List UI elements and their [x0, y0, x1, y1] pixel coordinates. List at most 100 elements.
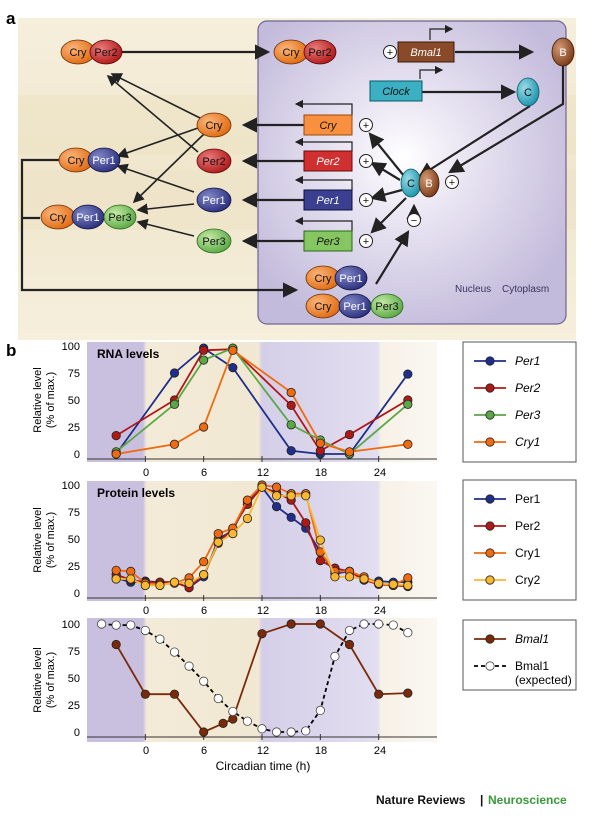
legend-protein: Per1 Per2 Cry1 Cry2: [462, 479, 577, 601]
gene-boxes: Bmal1 Clock Cry Per2 Per1 Per3: [303, 41, 455, 252]
data-point-bmal1-expected: [169, 647, 180, 657]
protein-cry-cyto: Cry: [196, 112, 232, 138]
arrow-complex-inhibit: [375, 230, 410, 285]
data-point-cry1: [286, 387, 296, 398]
svg-text:B: B: [425, 178, 432, 190]
arrows: [20, 44, 565, 298]
data-point-per1: [169, 368, 180, 378]
footer: Nature Reviews | Neuroscience: [376, 793, 567, 807]
svg-text:(% of max.): (% of max.): [45, 512, 57, 568]
svg-text:Cry: Cry: [319, 120, 338, 132]
arrow-per1-to-cryper1: [116, 163, 195, 193]
svg-text:Cry: Cry: [67, 155, 85, 167]
gene-clock: Clock: [369, 80, 423, 102]
legend-marker: [485, 575, 495, 585]
data-point-bmal1-expected: [374, 619, 384, 629]
legend-marker: [485, 410, 495, 420]
gene-per2: Per2: [303, 150, 353, 172]
data-point-cry2: [330, 572, 340, 582]
data-point-cry2: [344, 572, 355, 582]
proteins: Cry Per2 Cry Per2 B C C B: [40, 37, 575, 319]
data-point-cry1: [111, 565, 121, 575]
data-point-cry2: [199, 570, 209, 580]
svg-text:(% of max.): (% of max.): [45, 372, 57, 428]
svg-text:18: 18: [315, 467, 327, 479]
data-point-cry1: [403, 439, 413, 449]
svg-text:Cry: Cry: [205, 120, 223, 132]
svg-text:50: 50: [68, 534, 80, 546]
complex-cry-per1-per3: Cry Per1 Per3: [40, 204, 137, 230]
svg-text:0: 0: [143, 467, 149, 479]
data-point-bmal1-expected: [359, 619, 369, 629]
data-point-bmal1-expected: [330, 651, 340, 662]
data-point-bmal1: [403, 688, 413, 698]
series-line-bmal1: [115, 623, 408, 734]
panel-a-label: a: [6, 9, 16, 28]
arrow-c-to-cb: [418, 105, 531, 178]
data-point-per1: [228, 362, 238, 373]
data-point-cry2: [403, 580, 413, 591]
arrow-cryper1-to-nucleus: [20, 158, 299, 298]
svg-text:50: 50: [68, 673, 80, 685]
svg-text:Relative level: Relative level: [32, 367, 44, 432]
data-point-cry2: [242, 513, 253, 524]
data-point-cry2: [126, 574, 136, 584]
data-point-cry2: [301, 491, 311, 501]
svg-text:Per1: Per1: [339, 273, 362, 285]
section-name: Neuroscience: [488, 793, 567, 807]
minus-sign: −: [411, 215, 417, 227]
journal-name: Nature Reviews: [376, 793, 466, 807]
svg-text:25: 25: [68, 561, 80, 573]
data-point-per2: [344, 429, 355, 440]
data-point-per3: [199, 355, 209, 365]
svg-text:75: 75: [68, 646, 80, 658]
svg-text:Per3: Per3: [202, 236, 225, 248]
data-point-cry2: [140, 580, 150, 591]
data-point-per2: [301, 518, 311, 528]
data-point-bmal1-expected: [140, 625, 150, 636]
nucleus-label: Nucleus: [455, 284, 491, 295]
svg-text:Cry: Cry: [49, 212, 67, 224]
protein-c: C: [516, 77, 540, 107]
svg-text:Cry: Cry: [282, 47, 300, 59]
data-point-cry1: [199, 557, 209, 567]
arrow-cry-to-cryper1: [116, 127, 199, 159]
chart-marks: [87, 480, 437, 601]
data-point-bmal1-expected: [315, 705, 325, 716]
data-point-per2: [315, 446, 325, 456]
data-point-per3: [169, 399, 180, 409]
protein-per3-cyto: Per3: [196, 228, 232, 254]
arrow-per2-to-cryper2: [106, 74, 199, 153]
svg-text:6: 6: [201, 745, 207, 757]
legend-label: Cry1: [515, 546, 541, 560]
chart-marks: [87, 343, 437, 462]
data-point-bmal1-expected: [301, 726, 311, 736]
svg-text:Cry: Cry: [314, 301, 332, 313]
data-point-bmal1-expected: [403, 628, 413, 638]
data-point-cry2: [228, 528, 238, 539]
svg-text:Per2: Per2: [94, 47, 117, 59]
chart-bmal1: 100 75 50 25 0 0 6 12 18 24 Relative lev…: [32, 618, 437, 773]
arrow-b-to-cb: [448, 66, 565, 174]
data-point-bmal1-expected: [96, 619, 107, 629]
data-point-cry2: [213, 537, 223, 547]
data-point-bmal1-expected: [242, 716, 253, 726]
y-tick-labels: 100 75 50 25 0: [62, 480, 80, 600]
protein-per1-cyto: Per1: [196, 187, 232, 213]
svg-text:24: 24: [374, 467, 386, 479]
data-point-cry1: [271, 482, 282, 492]
svg-text:24: 24: [374, 605, 386, 617]
svg-text:6: 6: [201, 467, 207, 479]
data-point-per2: [315, 555, 325, 566]
data-point-per2: [286, 400, 296, 410]
plus-sign: +: [387, 47, 393, 59]
series-line-cry1: [116, 348, 408, 455]
gene-per1: Per1: [303, 189, 353, 211]
legend-rna: Per1 Per2 Per3 Cry1: [462, 341, 577, 463]
svg-text:18: 18: [315, 745, 327, 757]
data-point-cry2: [169, 577, 180, 587]
svg-text:0: 0: [74, 727, 80, 739]
svg-text:C: C: [407, 178, 415, 190]
svg-text:Cry: Cry: [69, 47, 87, 59]
